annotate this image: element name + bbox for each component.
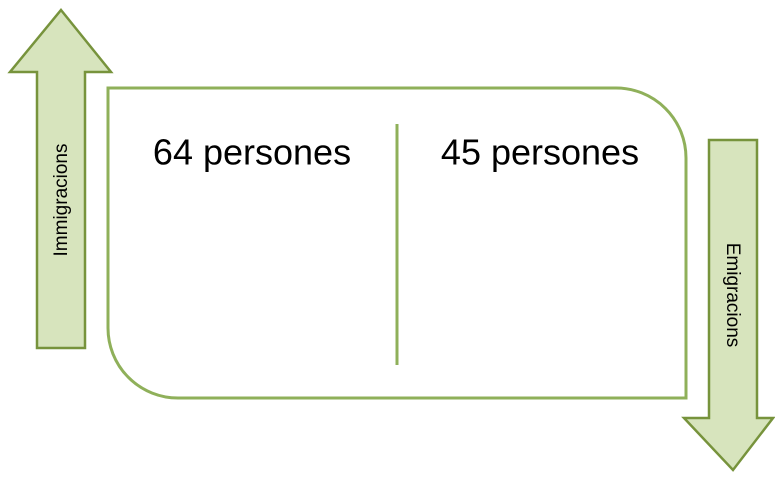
up-arrow	[7, 8, 114, 350]
arrow-label: Immigracions	[51, 144, 72, 257]
down-arrow	[681, 138, 775, 472]
panel-text: 64 persones	[153, 132, 351, 173]
panel-text: 45 persones	[441, 132, 639, 173]
arrow-label: Emigracions	[722, 243, 743, 348]
